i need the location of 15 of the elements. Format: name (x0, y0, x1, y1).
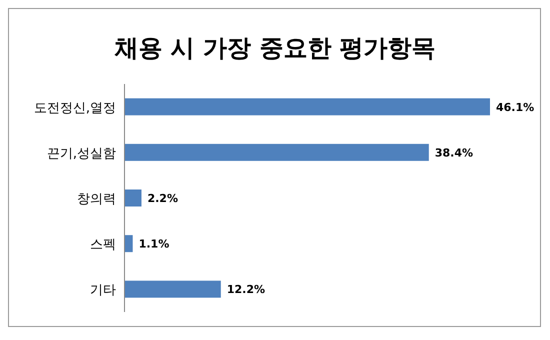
y-tick-label: 끈기,성실함 (46, 146, 116, 162)
data-label: 46.1% (496, 100, 534, 114)
y-tick-label: 기타 (90, 283, 116, 298)
data-label: 38.4% (434, 146, 474, 160)
y-tick-label: 창의력 (77, 192, 116, 207)
data-label: 2.2% (147, 192, 178, 205)
data-label: 1.1% (138, 238, 170, 251)
bar (124, 280, 221, 298)
bar (124, 98, 490, 116)
bar (124, 144, 429, 161)
bar (124, 190, 142, 206)
y-tick-label: 스펙 (90, 238, 116, 253)
y-tick-label: 도전정신,열정 (34, 100, 116, 116)
chart-title: 채용 시 가장 중요한 평가항목 (114, 34, 436, 62)
data-label: 12.2% (226, 283, 266, 296)
